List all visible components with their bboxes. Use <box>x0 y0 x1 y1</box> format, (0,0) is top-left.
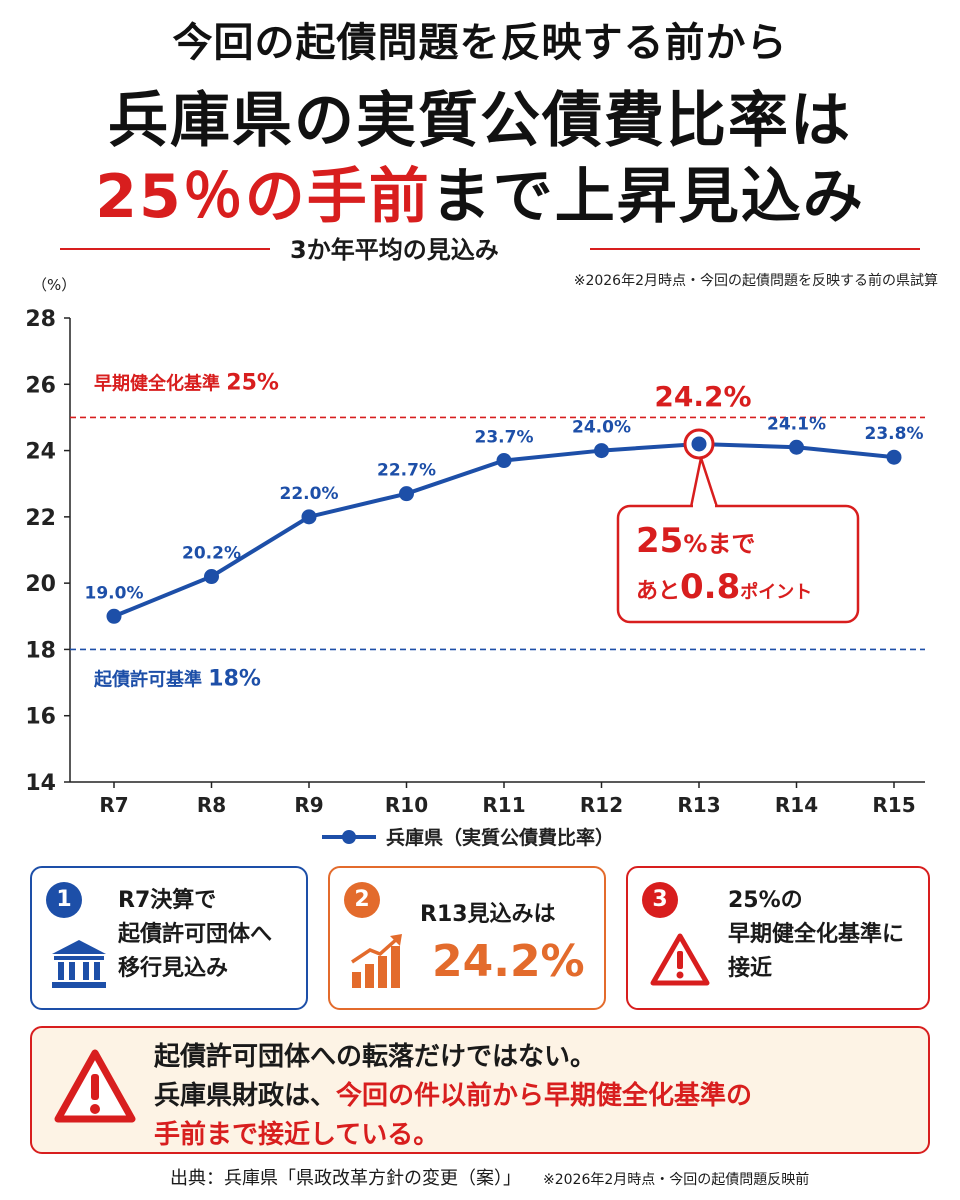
callout-line-1: 25%まで <box>636 521 755 561</box>
info-card-2: 2 R13見込みは 24.2% <box>328 866 606 1010</box>
card-1-line-3: 移行見込み <box>118 956 229 981</box>
y-tick-label: 20 <box>25 572 56 597</box>
data-point <box>496 453 512 469</box>
info-card-1: 1 R7決算で 起債許可団体へ 移行見込み <box>30 866 308 1010</box>
data-point <box>691 436 707 452</box>
headline-line-2: 兵庫県の実質公債費比率は <box>108 86 852 156</box>
data-label: 22.0% <box>280 484 339 504</box>
y-tick-label: 28 <box>25 307 56 332</box>
x-tick-label: R9 <box>294 793 323 817</box>
data-label: 23.7% <box>475 428 534 448</box>
subtitle-row: 3か年平均の見込み <box>40 230 920 266</box>
warning-icon <box>650 933 710 986</box>
card-3-line-1: 25%の <box>728 888 803 913</box>
callout-line-2: あと0.8ポイント <box>636 567 812 607</box>
data-label: 19.0% <box>85 583 144 603</box>
growth-chart-icon <box>351 934 402 988</box>
data-points: 19.0% 20.2% 22.0% 22.7% 23.7% 24.0% 24.2% 24.1%… <box>85 380 924 624</box>
source-main: 出典：兵庫県「県政改革方針の変更（案）」 <box>170 1168 521 1189</box>
x-tick-label: R8 <box>197 793 226 817</box>
x-tick-label: R10 <box>385 793 428 817</box>
card-3-line-2: 早期健全化基準に <box>728 922 905 947</box>
card-1-text: R7決算で 起債許可団体へ 移行見込み <box>118 884 272 986</box>
y-unit-label: （%） <box>32 276 76 294</box>
reference-lines: 早期健全化基準 25% 起債許可基準 18% <box>70 370 925 691</box>
x-tick-label: R7 <box>99 793 128 817</box>
x-tick-label: R15 <box>872 793 915 817</box>
x-axis-ticks: R7 R8 R9 R10 R11 R12 R13 R14 R15 <box>99 782 916 817</box>
callout-pointer <box>689 456 719 508</box>
legend-label: 兵庫県（実質公債費比率） <box>386 826 614 849</box>
y-tick-label: 16 <box>25 705 56 730</box>
data-label: 24.1% <box>767 414 826 434</box>
chart-subtitle: 3か年平均の見込み <box>290 236 499 264</box>
y-axis-ticks: 14 16 18 20 22 24 26 28 <box>25 307 70 796</box>
data-point <box>204 569 219 585</box>
source-sub-note: ※2026年2月時点・今回の起債問題反映前 <box>543 1172 810 1188</box>
y-tick-label: 18 <box>25 638 56 663</box>
headline-line-3-rest: まで上昇見込み <box>430 162 865 232</box>
data-label: 22.7% <box>377 461 436 481</box>
summary-line-3: 手前まで接近している。 <box>154 1120 440 1150</box>
subtitle-divider-right <box>590 248 920 250</box>
card-2-value: 24.2% <box>432 936 585 987</box>
card-1-line-2: 起債許可団体へ <box>118 922 273 947</box>
y-tick-label: 14 <box>25 771 56 796</box>
card-2-text: R13見込みは <box>420 902 556 927</box>
summary-box: 起債許可団体への転落だけではない。 兵庫県財政は、今回の件以前から早期健全化基準… <box>30 1026 930 1154</box>
data-point <box>886 449 902 465</box>
headline-line-3: 25％の手前まで上昇見込み <box>0 148 960 235</box>
reference-line-label: 起債許可基準 18% <box>93 666 261 691</box>
card-number-2: 2 <box>344 882 380 918</box>
data-label: 24.0% <box>572 418 631 438</box>
summary-line-2: 兵庫県財政は、今回の件以前から早期健全化基準の <box>154 1075 752 1112</box>
chart-legend: 兵庫県（実質公債費比率） <box>322 826 614 849</box>
card-3-text: 25%の 早期健全化基準に 接近 <box>728 884 904 986</box>
y-tick-label: 26 <box>25 373 56 398</box>
reference-line-label: 早期健全化基準 25% <box>94 370 279 395</box>
x-tick-label: R14 <box>775 793 818 817</box>
info-card-3: 3 25%の 早期健全化基準に 接近 <box>626 866 930 1010</box>
data-label: 23.8% <box>865 424 924 444</box>
legend-marker <box>342 830 356 844</box>
x-tick-label: R13 <box>677 793 720 817</box>
chart-note: ※2026年2月時点・今回の起債問題を反映する前の県試算 <box>573 273 938 289</box>
x-tick-label: R12 <box>580 793 623 817</box>
data-point <box>106 608 122 624</box>
card-3-line-3: 接近 <box>728 956 773 981</box>
headline-line-1: 今回の起債問題を反映する前から <box>172 20 788 66</box>
summary-line-2-black: 兵庫県財政は、 <box>154 1081 337 1111</box>
callout-box <box>616 504 860 624</box>
summary-line-1: 起債許可団体への転落だけではない。 <box>154 1042 597 1072</box>
card-1-line-1: R7決算で <box>118 888 217 913</box>
data-label: 24.2% <box>654 380 751 413</box>
subtitle-divider-left <box>60 248 270 250</box>
source-note: 出典：兵庫県「県政改革方針の変更（案）」 ※2026年2月時点・今回の起債問題反映… <box>170 1164 809 1190</box>
bank-icon <box>52 940 106 988</box>
data-point <box>399 486 414 502</box>
warning-icon-large <box>54 1049 136 1123</box>
card-number-1: 1 <box>46 882 82 918</box>
x-tick-label: R11 <box>482 793 525 817</box>
summary-line-2-red: 今回の件以前から早期健全化基準の <box>336 1081 753 1111</box>
y-tick-label: 22 <box>25 506 56 531</box>
data-label: 20.2% <box>182 544 241 564</box>
line-chart: （%） 14 16 18 20 22 24 26 28 早期健全化基準 25% 起債許可基準 1… <box>25 276 925 849</box>
headline-highlight: 25％の手前 <box>95 162 431 232</box>
card-number-3: 3 <box>642 882 678 918</box>
data-point <box>789 439 804 455</box>
data-point <box>301 509 317 525</box>
data-point <box>594 443 609 459</box>
y-tick-label: 24 <box>25 440 56 465</box>
